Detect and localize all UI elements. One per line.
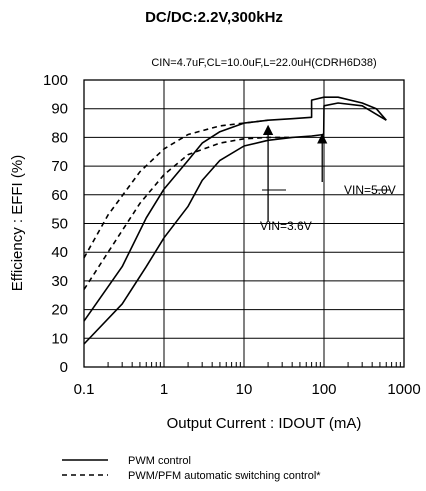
y-tick-label: 100 [43, 72, 68, 89]
y-tick-label: 60 [51, 187, 68, 204]
pfm-series-line-3 [83, 119, 269, 259]
pwm-series-line-0 [83, 102, 387, 345]
y-tick-label: 50 [51, 216, 68, 233]
y-tick-labels: 0 10 20 30 40 50 60 70 80 90 100 [43, 72, 68, 376]
y-tick-label: 0 [60, 359, 68, 376]
chart-legend: PWM control PWM/PFM automatic switching c… [62, 455, 321, 482]
x-tick-label: 100 [311, 381, 336, 398]
y-tick-label: 90 [51, 101, 68, 118]
y-tick-label: 30 [51, 273, 68, 290]
x-minor-ticks [107, 362, 401, 367]
x-tick-label: 1 [160, 381, 168, 398]
y-axis-label: Efficiency : EFFI (%) [9, 155, 26, 291]
x-tick-label: 1000 [387, 381, 420, 398]
x-tick-labels: 0.1 1 10 100 1000 [74, 381, 421, 398]
legend-label: PWM control [128, 455, 191, 467]
y-tick-label: 10 [51, 330, 68, 347]
chart-title: DC/DC:2.2V,300kHz [145, 9, 283, 26]
y-tick-label: 70 [51, 158, 68, 175]
annotation-layer: VIN=3.6V VIN=5.0V [260, 124, 396, 233]
legend-label: PWM/PFM automatic switching control* [128, 470, 321, 482]
annotation-vin-5v: VIN=3.6V [260, 219, 312, 233]
annotation-vin-36v: VIN=5.0V [344, 183, 396, 197]
y-tick-label: 20 [51, 302, 68, 319]
x-axis-label: Output Current : IDOUT (mA) [167, 415, 362, 432]
x-tick-label: 0.1 [74, 381, 95, 398]
chart-subtitle: CIN=4.7uF,CL=10.0uF,L=22.0uH(CDRH6D38) [151, 57, 376, 69]
y-tick-label: 80 [51, 129, 68, 146]
pfm-series-line-2 [83, 136, 293, 290]
y-tick-label: 40 [51, 244, 68, 261]
series-layer [83, 96, 387, 345]
plot-frame [83, 79, 405, 368]
pwm-series-line-1 [83, 96, 387, 322]
x-tick-label: 10 [236, 381, 253, 398]
